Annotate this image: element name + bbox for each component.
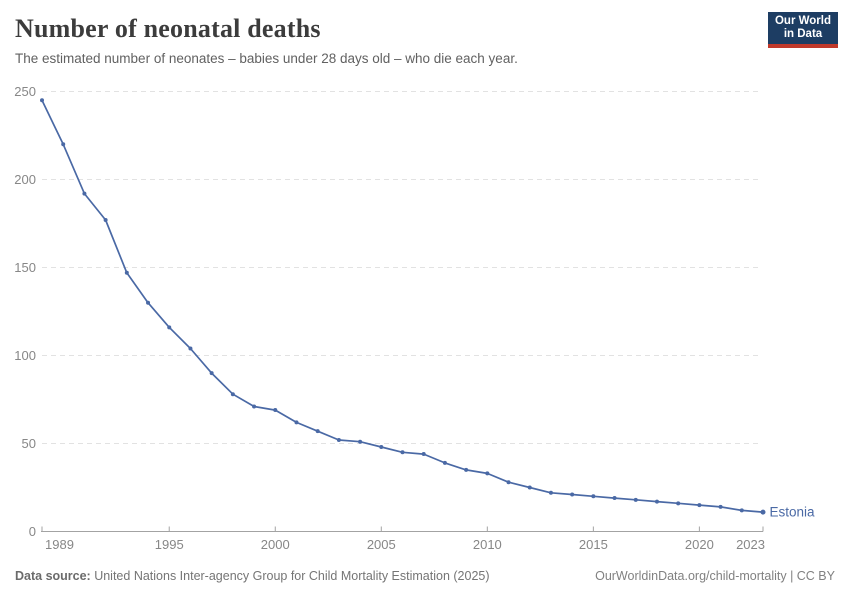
data-point-2007[interactable] (421, 452, 426, 457)
data-point-2021[interactable] (718, 504, 723, 509)
data-point-2020[interactable] (697, 503, 702, 508)
x-tick-label-1995: 1995 (155, 537, 184, 552)
data-point-1999[interactable] (252, 404, 257, 409)
data-point-2014[interactable] (570, 492, 575, 497)
x-tick-label-2000: 2000 (261, 537, 290, 552)
data-point-2023[interactable] (760, 509, 766, 515)
x-tick-label-2005: 2005 (367, 537, 396, 552)
x-tick-label-2023: 2023 (736, 537, 765, 552)
data-point-2000[interactable] (273, 408, 278, 413)
x-tick-label-2015: 2015 (579, 537, 608, 552)
data-source-note: Data source: United Nations Inter-agency… (15, 569, 490, 583)
data-point-2015[interactable] (591, 494, 596, 499)
data-point-2005[interactable] (379, 445, 384, 450)
data-point-2019[interactable] (676, 501, 681, 506)
line-chart-canvas[interactable]: 0 50 100 150 200 250 1989 1995 2000 2005 2010 2015 2… (0, 0, 850, 560)
data-point-2016[interactable] (612, 496, 617, 501)
owid-url-license[interactable]: OurWorldinData.org/child-mortality | CC … (595, 569, 835, 583)
data-point-2022[interactable] (739, 508, 744, 513)
data-point-2008[interactable] (442, 460, 447, 465)
owid-logo-line2: in Data (783, 28, 823, 40)
data-point-1991[interactable] (82, 191, 87, 196)
data-source-text: United Nations Inter-agency Group for Ch… (90, 569, 490, 583)
data-point-1994[interactable] (146, 300, 151, 305)
data-point-2012[interactable] (527, 485, 532, 490)
y-tick-label-150: 150 (14, 260, 36, 275)
x-tick-label-2020: 2020 (685, 537, 714, 552)
data-point-2009[interactable] (464, 467, 469, 472)
y-tick-label-250: 250 (14, 84, 36, 99)
data-point-2003[interactable] (336, 437, 341, 442)
data-point-1989[interactable] (40, 98, 44, 103)
y-tick-label-100: 100 (14, 348, 36, 363)
data-point-2017[interactable] (633, 497, 638, 502)
data-point-2002[interactable] (315, 429, 320, 434)
data-point-1992[interactable] (103, 217, 108, 222)
data-point-2001[interactable] (294, 420, 299, 425)
estonia-series-label[interactable]: Estonia (770, 505, 816, 520)
data-point-1998[interactable] (230, 392, 235, 397)
data-point-2010[interactable] (485, 471, 490, 476)
data-point-1990[interactable] (61, 142, 66, 147)
owid-logo: Our World in Data (768, 12, 838, 48)
owid-logo-line1: Our World (774, 15, 831, 27)
data-point-1997[interactable] (209, 371, 214, 376)
data-source-label: Data source: (15, 569, 91, 583)
data-point-2013[interactable] (548, 490, 553, 495)
data-point-1996[interactable] (188, 346, 193, 351)
data-point-2011[interactable] (506, 480, 511, 485)
data-point-2004[interactable] (358, 439, 363, 444)
data-point-2006[interactable] (400, 450, 405, 455)
data-point-1993[interactable] (124, 270, 129, 275)
y-tick-label-200: 200 (14, 172, 36, 187)
chart-title: Number of neonatal deaths (15, 14, 321, 43)
x-tick-label-1989: 1989 (45, 537, 74, 552)
y-tick-label-50: 50 (22, 436, 36, 451)
chart-subtitle: The estimated number of neonates – babie… (15, 51, 518, 66)
y-tick-label-0: 0 (29, 524, 36, 539)
x-tick-label-2010: 2010 (473, 537, 502, 552)
data-point-1995[interactable] (167, 325, 172, 330)
data-point-2018[interactable] (654, 499, 659, 504)
